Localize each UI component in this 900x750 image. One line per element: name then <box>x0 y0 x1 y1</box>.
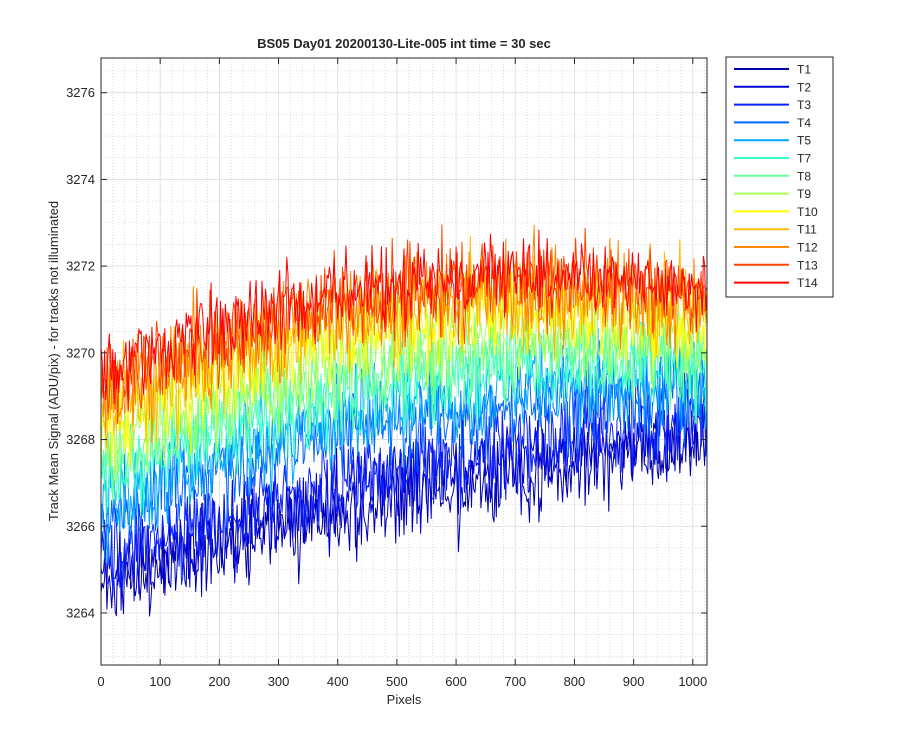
legend-label-t10: T10 <box>797 205 818 219</box>
axes-box <box>100 57 708 666</box>
x-tick-label: 500 <box>386 674 408 689</box>
legend-label-t3: T3 <box>797 98 811 112</box>
x-tick-label: 100 <box>149 674 171 689</box>
legend-label-t11: T11 <box>797 223 817 237</box>
y-tick-label: 3270 <box>66 345 95 360</box>
y-axis-label: Track Mean Signal (ADU/pix) - for tracks… <box>46 201 61 521</box>
series-line-t3 <box>100 370 708 597</box>
legend-label-t7: T7 <box>797 152 811 166</box>
y-tick-label: 3264 <box>66 605 95 620</box>
plot-area: 0 100 200 300 400 500 600 700 800 900 1000 3264 3266… <box>66 57 708 689</box>
x-tick-label: 900 <box>623 674 645 689</box>
y-tick-label: 3268 <box>66 432 95 447</box>
legend-label-t13: T13 <box>797 258 818 272</box>
legend-label-t1: T1 <box>797 63 811 77</box>
x-tick-label: 700 <box>504 674 526 689</box>
y-tick-label: 3266 <box>66 519 95 534</box>
y-tick-label: 3272 <box>66 259 95 274</box>
legend-label-t2: T2 <box>797 80 811 94</box>
legend-label-t8: T8 <box>797 169 811 183</box>
y-tick-label: 3274 <box>66 172 95 187</box>
x-tick-label: 300 <box>268 674 290 689</box>
x-tick-label: 200 <box>209 674 231 689</box>
series-line-t14 <box>100 229 708 412</box>
chart-title: BS05 Day01 20200130-Lite-005 int time = … <box>257 36 551 51</box>
x-tick-label: 1000 <box>678 674 707 689</box>
y-tick-label: 3276 <box>66 85 95 100</box>
series-line-t8 <box>100 300 708 505</box>
legend-box <box>725 56 834 298</box>
series-layer <box>100 224 708 617</box>
legend-label-t9: T9 <box>797 187 811 201</box>
x-tick-label: 400 <box>327 674 349 689</box>
x-axis-label: Pixels <box>387 692 422 707</box>
legend: T1 T2 T3 T4 T5 T7 T8 T9 T10 T11 T12 T13 T14 <box>725 56 834 298</box>
x-tick-label: 600 <box>445 674 467 689</box>
tick-layer: 0 100 200 300 400 500 600 700 800 900 1000 3264 3266… <box>66 58 707 689</box>
series-line-t5 <box>100 326 708 565</box>
legend-label-t5: T5 <box>797 134 811 148</box>
legend-label-t12: T12 <box>797 241 818 255</box>
legend-label-t14: T14 <box>797 276 818 290</box>
series-line-t13 <box>100 224 708 425</box>
x-tick-label: 800 <box>564 674 586 689</box>
legend-label-t4: T4 <box>797 116 811 130</box>
x-tick-label: 0 <box>97 674 104 689</box>
